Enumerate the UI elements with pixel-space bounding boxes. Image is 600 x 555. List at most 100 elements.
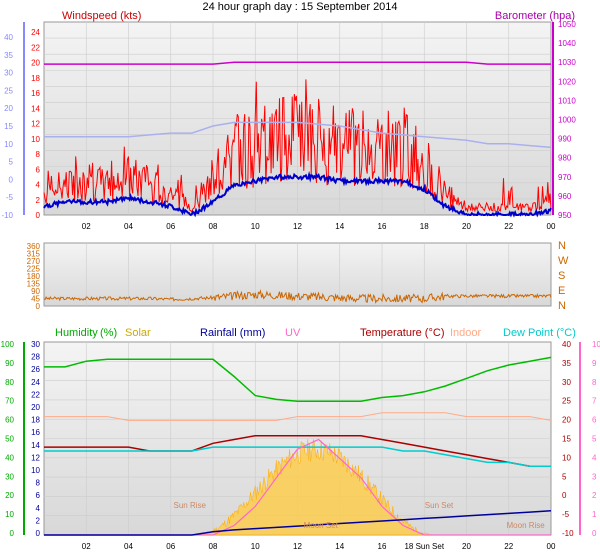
dir-compass-4: N (558, 300, 566, 312)
wind-blue-tick-1: 35 (4, 51, 13, 60)
rain-tick-1: 28 (31, 353, 40, 362)
uv-tick-1: 9 (592, 359, 597, 368)
wind-red-tick-2: 20 (31, 59, 40, 68)
wind-marks (43, 61, 552, 218)
dewpoint-label: Dew Point (°C) (503, 327, 576, 339)
wind-red-tick-6: 12 (31, 120, 40, 129)
rain-tick-9: 12 (31, 453, 40, 462)
hum-tick-1: 90 (5, 359, 14, 368)
dir-tick-5: 135 (27, 280, 41, 289)
wind-x-tick-6: 14 (335, 222, 344, 231)
rain-tick-6: 18 (31, 416, 40, 425)
rain-tick-0: 30 (31, 340, 40, 349)
wind-x-tick-2: 06 (166, 222, 175, 231)
wind-red-tick-9: 6 (36, 165, 41, 174)
wind-x-tick-7: 16 (378, 222, 387, 231)
temp-x-tick-4: 10 (251, 542, 260, 551)
hum-tick-10: 0 (10, 529, 15, 538)
hum-tick-6: 40 (5, 453, 14, 462)
moon-rise-label: Moon Rise (507, 521, 546, 530)
wind-x-tick-1: 04 (124, 222, 133, 231)
wind-red-tick-0: 24 (31, 28, 40, 37)
wind-blue-tick-8: 0 (9, 175, 14, 184)
temperature-panel: Humidity (%) Solar Rainfall (mm) UV Temp… (1, 327, 600, 551)
dir-tick-4: 180 (27, 272, 41, 281)
wind-red-tick-7: 10 (31, 135, 40, 144)
dir-compass-2: S (558, 270, 565, 282)
rain-tick-13: 4 (36, 504, 41, 513)
baro-tick-5: 1000 (558, 116, 576, 125)
wind-red-tick-3: 18 (31, 74, 40, 83)
rain-tick-10: 10 (31, 466, 40, 475)
wind-blue-tick-2: 30 (4, 69, 13, 78)
wind-x-tick-10: 22 (504, 222, 513, 231)
direction-line (43, 288, 552, 304)
uv-tick-10: 0 (592, 529, 597, 538)
temp-tick-9: -5 (562, 510, 570, 519)
temp-x-tick-5: 12 (293, 542, 302, 551)
rainfall-line (44, 510, 552, 536)
temp-x-tick-0: 02 (82, 542, 91, 551)
uv-tick-3: 7 (592, 397, 597, 406)
wind-blue-tick-4: 20 (4, 104, 13, 113)
baro-tick-4: 1010 (558, 96, 576, 105)
moon-set-label: Moon Set (304, 521, 339, 530)
uv-tick-5: 5 (592, 435, 597, 444)
windspeed-line (43, 79, 552, 214)
temp-x-tick-7: 16 (378, 542, 387, 551)
hum-tick-4: 60 (5, 416, 14, 425)
humidity-unit-label: (%) (100, 327, 117, 339)
chart-title: 24 hour graph day : 15 September 2014 (202, 1, 397, 13)
wind-blue-tick-9: -5 (6, 193, 14, 202)
uv-tick-8: 2 (592, 491, 597, 500)
wind-left-ticks-blue: 40 35 30 25 20 15 10 5 0 -5 -10 (1, 22, 25, 220)
wind-blue-tick-7: 5 (9, 158, 14, 167)
dir-tick-8: 0 (36, 302, 41, 311)
barometer-line (44, 61, 551, 65)
uv-tick-6: 4 (592, 453, 597, 462)
baro-tick-10: 950 (558, 211, 572, 220)
temp-x-tick-3: 08 (209, 542, 218, 551)
hum-tick-3: 70 (5, 397, 14, 406)
baro-tick-6: 990 (558, 135, 572, 144)
rain-tick-3: 24 (31, 378, 40, 387)
uv-tick-2: 8 (592, 378, 597, 387)
sun-set-label: Sun Set (425, 501, 454, 510)
temp-tick-0: 40 (562, 340, 571, 349)
dir-compass-0: N (558, 240, 566, 252)
temp-tick-2: 30 (562, 378, 571, 387)
baro-tick-2: 1030 (558, 58, 576, 67)
uv-label: UV (285, 327, 301, 339)
temp-tick-10: -10 (562, 529, 574, 538)
wind-x-tick-5: 12 (293, 222, 302, 231)
wind-red-tick-4: 16 (31, 89, 40, 98)
temp-x-tick-1: 04 (124, 542, 133, 551)
uv-tick-0: 10 (592, 340, 600, 349)
temp-x-tick-11: 00 (547, 542, 556, 551)
wind-x-tick-4: 10 (251, 222, 260, 231)
dewpoint-line (44, 446, 551, 467)
rain-tick-8: 14 (31, 441, 40, 450)
baro-tick-1: 1040 (558, 39, 576, 48)
uv-tick-9: 1 (592, 510, 597, 519)
hum-tick-2: 80 (5, 378, 14, 387)
dir-tick-3: 225 (27, 265, 41, 274)
rain-tick-4: 22 (31, 390, 40, 399)
rain-tick-14: 2 (36, 516, 41, 525)
temperature-label: Temperature (°C) (360, 327, 444, 339)
solar-label: Solar (125, 327, 151, 339)
dir-tick-2: 270 (27, 257, 41, 266)
rain-tick-15: 0 (36, 529, 41, 538)
direction-marks (43, 288, 552, 304)
wind-x-tick-8: 18 (420, 222, 429, 231)
dir-compass-3: E (558, 285, 565, 297)
temp-tick-7: 5 (562, 472, 567, 481)
indoor-line (44, 412, 552, 421)
